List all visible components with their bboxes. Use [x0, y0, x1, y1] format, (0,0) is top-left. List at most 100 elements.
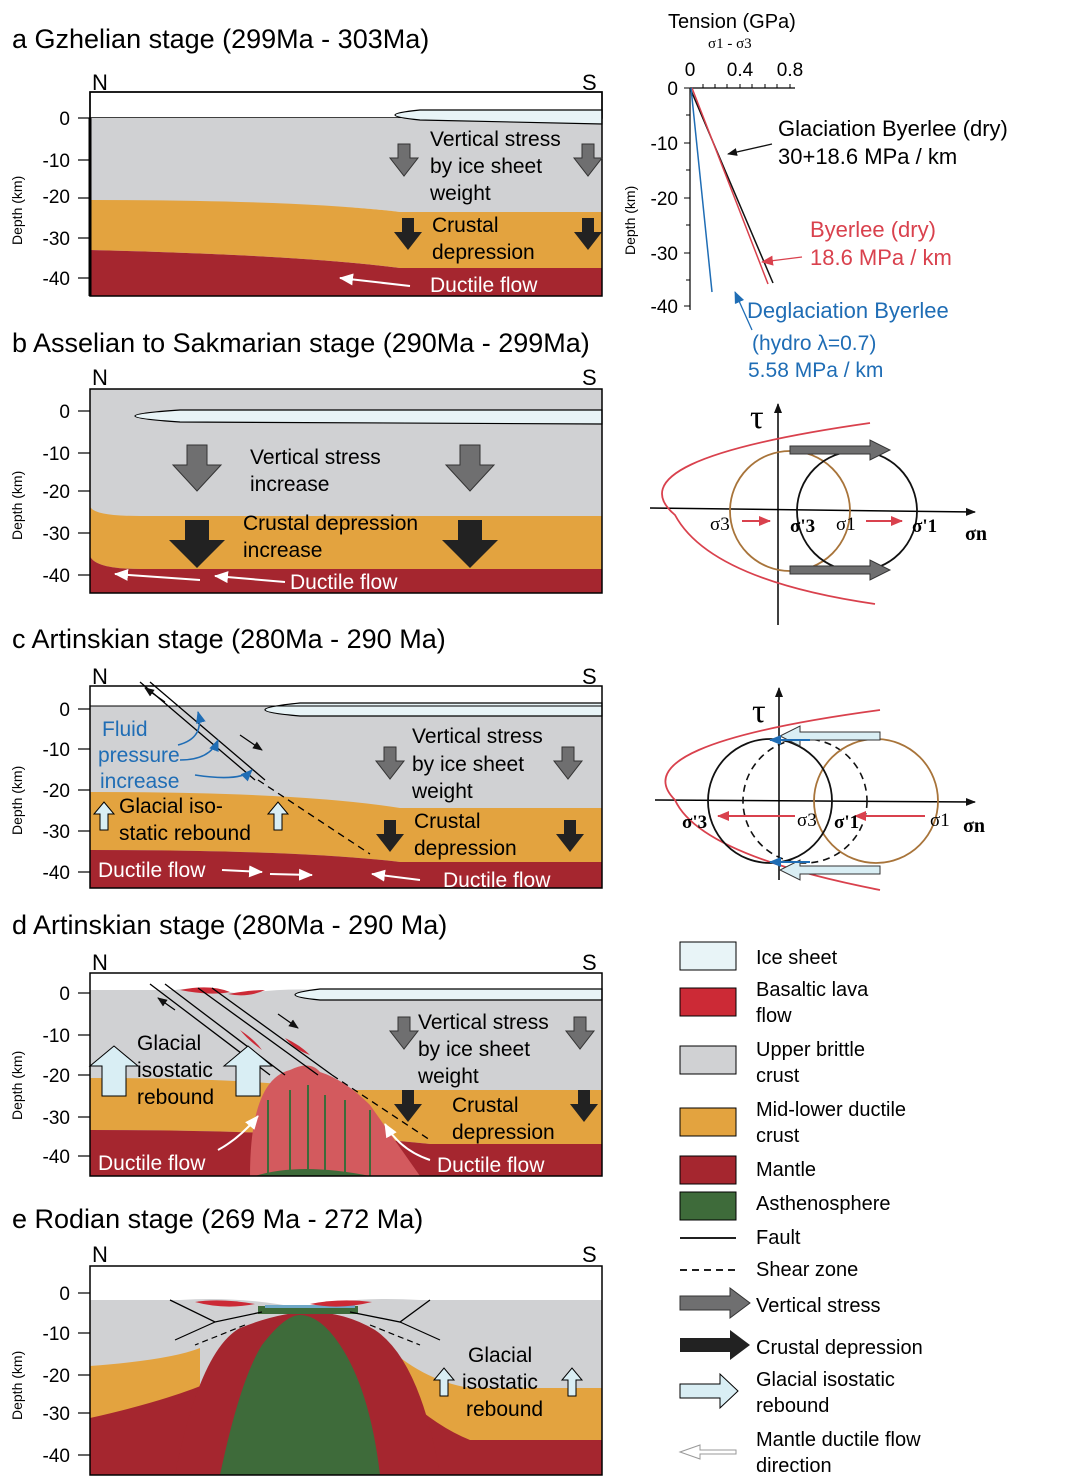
failure-envelope [661, 422, 876, 605]
shear-zone [331, 1074, 431, 1141]
mantle [90, 556, 602, 593]
rebound-label: isostatic [137, 1059, 213, 1082]
stress-label: weight [417, 1065, 479, 1088]
glaciation-pointer [727, 143, 773, 156]
fluid-label: increase [100, 770, 179, 793]
vertical-stress-arrow [171, 444, 223, 492]
deglaciation-pointer [734, 291, 753, 331]
flow-label: Ductile flow [290, 571, 398, 594]
vertical-stress-arrow [374, 746, 406, 780]
depth-tick: -40 [43, 566, 70, 587]
panel-a: a Gzhelian stage (299Ma - 303Ma) N S 0 -… [9, 24, 604, 297]
magma-upwelling [250, 1065, 420, 1176]
legend-stress-arrow [679, 1287, 751, 1319]
depth-tick: -10 [43, 151, 70, 172]
depth-tick: -10 [43, 1026, 70, 1047]
mohr-label: σ'1 [912, 516, 937, 537]
north-label: N [92, 365, 108, 390]
stress-label: weight [411, 780, 473, 803]
legend-rebound-arrow [679, 1372, 739, 1410]
legend-label: direction [756, 1455, 832, 1477]
crustal-depression-arrow [442, 520, 498, 568]
vertical-stress-arrow [388, 1016, 420, 1050]
glaciation-label: 30+18.6 MPa / km [778, 144, 957, 169]
flow-label: Ductile flow [437, 1154, 545, 1177]
legend-swatch-lava [679, 987, 737, 1017]
legend-label: Crustal depression [756, 1337, 923, 1359]
rebound-arrow [778, 725, 881, 747]
byerlee-line [691, 87, 769, 285]
legend-label: Upper brittle [756, 1039, 865, 1061]
legend-label: Mid-lower ductile [756, 1099, 906, 1121]
stress-label: increase [250, 473, 329, 496]
y-tick: -40 [651, 297, 678, 318]
north-label: N [92, 950, 108, 975]
flow-label: Ductile flow [443, 869, 551, 892]
mantle [90, 850, 602, 888]
mohr-label: σ'1 [834, 812, 859, 833]
legend-depression-arrow [680, 1330, 750, 1360]
depth-tick: -40 [43, 1147, 70, 1168]
panel-a-title: a Gzhelian stage (299Ma - 303Ma) [12, 24, 429, 54]
depth-tick: 0 [59, 700, 70, 721]
panel-d: d Artinskian stage (280Ma - 290 Ma) N S … [9, 910, 603, 1177]
vertical-stress-arrow [572, 143, 604, 177]
panel-e: e Rodian stage (269 Ma - 272 Ma) N S 0 -… [9, 1204, 603, 1476]
shear-zone [257, 779, 371, 855]
deglaciation-line [690, 87, 713, 293]
sigma-n-axis [649, 507, 976, 516]
asthenosphere [255, 1169, 370, 1176]
depth-tick: -10 [43, 444, 70, 465]
fluid-label: pressure [98, 744, 180, 767]
depth-tick: -40 [43, 863, 70, 884]
ice-sheet [264, 702, 603, 717]
rebound-arrow [88, 1045, 140, 1097]
depth-tick: -10 [43, 740, 70, 761]
crustal-depression-arrow [574, 218, 602, 250]
legend-label: crust [756, 1065, 800, 1087]
north-label: N [92, 664, 108, 689]
depth-axis-label: Depth (km) [9, 176, 25, 245]
vertical-stress-arrow [388, 143, 420, 177]
vertical-stress-arrow [444, 444, 496, 492]
depth-tick: -30 [43, 229, 70, 250]
fault [197, 987, 319, 1076]
deglaciation-label: (hydro λ=0.7) [752, 332, 876, 355]
byerlee-label: Byerlee (dry) [810, 217, 936, 242]
byerlee-pointer [761, 255, 803, 266]
chart-ylabel: Depth (km) [622, 186, 638, 255]
y-tick: -10 [651, 134, 678, 155]
crustal-depression-arrow [376, 820, 404, 852]
depression-label: depression [452, 1121, 555, 1144]
panel-e-title: e Rodian stage (269 Ma - 272 Ma) [12, 1204, 423, 1234]
crustal-depression-arrow [394, 1090, 422, 1122]
depth-tick: -20 [43, 781, 70, 802]
mantle [90, 250, 602, 296]
rebound-arrow [266, 801, 290, 831]
legend-label: Glacial isostatic [756, 1369, 895, 1391]
depth-axis-label: Depth (km) [9, 766, 25, 835]
rebound-label: Glacial [137, 1032, 201, 1055]
depth-tick: 0 [59, 984, 70, 1005]
legend-label: Mantle ductile flow [756, 1429, 921, 1451]
rebound-arrow [778, 859, 881, 881]
legend-label: Fault [756, 1227, 801, 1249]
shear-zone [194, 1324, 246, 1346]
ductile-flow-arrow [339, 273, 411, 287]
ductile-crust [90, 200, 602, 268]
legend-swatch-mantle [679, 1155, 737, 1185]
y-tick: 0 [667, 79, 678, 100]
depth-axis-label: Depth (km) [9, 471, 25, 540]
mohr-diagram-1: τ σn σ3 σ'3 σ1 σ'1 [649, 399, 987, 625]
lava-flow [310, 1300, 372, 1307]
ductile-flow-arrow [114, 568, 201, 581]
north-label: N [92, 1242, 108, 1267]
glaciation-label: Glaciation Byerlee (dry) [778, 116, 1008, 141]
ice-sheet [294, 988, 603, 1001]
depth-tick: -30 [43, 822, 70, 843]
legend-label: Basaltic lava [756, 979, 869, 1001]
mohr-circle-initial [729, 450, 851, 572]
upper-crust [90, 118, 602, 212]
mohr-label: σ'3 [682, 812, 707, 833]
